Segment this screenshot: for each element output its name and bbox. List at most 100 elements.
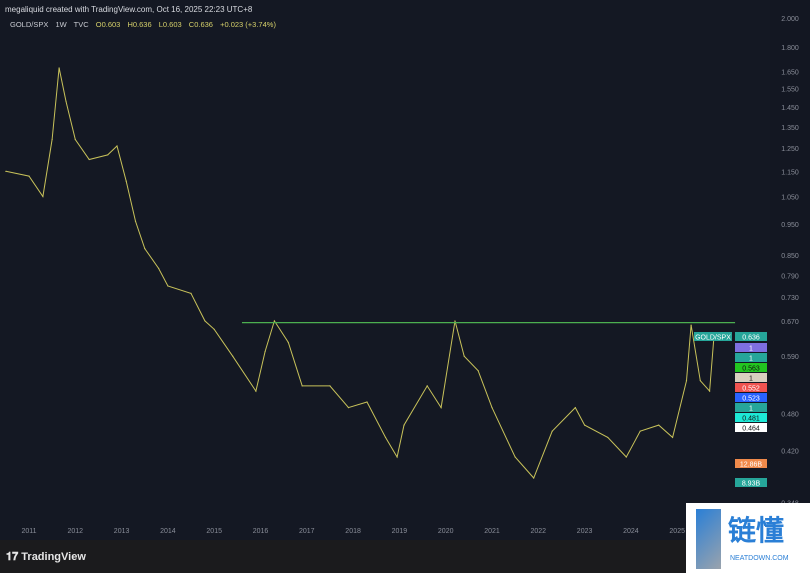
x-tick-label: 2020 [438,528,454,535]
y-tick-label: 2.000 [781,16,799,23]
data-point [329,385,331,387]
footer [0,540,810,573]
data-point [264,350,266,353]
x-tick-label: 2021 [484,528,500,535]
x-tick-label: 2011 [21,528,36,535]
data-point [533,477,535,479]
data-point [584,424,586,426]
y-tick-label: 1.650 [781,69,799,76]
price-badge-label: 0.481 [742,416,760,423]
price-badge-label: 1 [749,346,753,353]
price-badge-label: 0.523 [742,396,760,403]
price-badge-label: 1 [749,356,753,363]
data-point [685,380,688,382]
data-point [273,320,275,322]
data-point [213,328,215,330]
price-badge-bg [735,403,767,412]
data-point [107,154,109,156]
y-tick-label: 0.670 [781,319,799,326]
data-point [625,456,627,458]
price-badge-bg [735,373,767,382]
data-point [514,456,516,458]
chart-credit: megaliquid created with TradingView.com,… [5,5,253,14]
data-point [426,385,428,387]
data-point [28,175,30,177]
price-badge-label: GOLD/SPX [695,335,731,342]
watermark-mark-icon [696,509,721,569]
y-tick-label: 0.590 [781,354,799,361]
price-chart[interactable]: 2011 2012 2013 2014 2015 2016 2017 2018 2019 2020… [0,0,810,540]
price-badge: 0.636 [735,332,767,342]
data-point [255,390,257,392]
x-tick-label: 2017 [299,528,315,535]
data-point [204,320,206,322]
y-tick-label: 1.150 [781,169,799,176]
x-tick-label: 2024 [623,528,639,535]
tradingview-logo[interactable]: 𝟏𝟕 TradingView [6,551,86,563]
data-point [42,195,44,198]
data-point [74,138,76,141]
price-badge: 0.563 [735,363,767,373]
data-point [463,355,465,357]
data-point [607,436,609,439]
data-point [477,370,479,372]
data-point [366,401,368,403]
high-value: H0.636 [127,20,152,29]
x-tick-label: 2015 [206,528,222,535]
data-point [5,170,7,172]
data-point [671,436,674,439]
data-point [403,424,405,426]
watermark-logo: 链懂 NEATDOWN.COM [686,503,810,573]
data-point [658,424,660,426]
data-point [116,145,118,147]
price-badge-bg [735,393,767,402]
y-tick-label: 1.250 [781,146,799,153]
price-badge: 1 [735,343,767,353]
data-point [690,324,692,326]
plot-area [0,0,770,540]
y-tick-label: 0.790 [781,273,799,280]
price-badge-label: 0.563 [742,366,760,373]
x-tick-label: 2019 [392,528,408,535]
watermark-en: NEATDOWN.COM [730,555,789,562]
source: TVC [73,20,89,29]
data-point [440,406,442,409]
price-axis [770,0,810,540]
low-value: L0.603 [158,20,182,29]
data-point [347,406,350,409]
data-point [574,406,576,409]
price-badge-bg [735,332,767,341]
interval[interactable]: 1W [55,20,67,29]
price-badge: 12.86B [735,459,767,469]
symbol[interactable]: GOLD/SPX [10,20,49,29]
tradingview-logo-icon: 𝟏𝟕 [6,551,22,563]
price-badge-label: 12.86B [740,462,763,469]
watermark-cn: 链懂 [728,515,785,546]
data-point [158,267,160,269]
data-point [454,320,456,322]
change-value: +0.023 (+3.74%) [220,20,276,29]
y-tick-label: 1.050 [781,194,799,201]
data-point [65,100,67,103]
price-badge: 0.481 [735,413,767,423]
data-point [144,247,146,250]
symbol-legend: GOLD/SPX 1W TVC O0.603 H0.636 L0.603 C0.… [10,20,281,29]
x-tick-label: 2012 [68,528,84,535]
data-point [301,385,303,387]
data-point [699,380,701,382]
price-badge-bg [735,353,767,362]
price-badge-label: 1 [749,406,753,413]
x-tick-label: 2018 [345,528,361,535]
price-badge-label: 8.93B [742,481,761,488]
price-badge-label: 1 [749,376,753,383]
data-point [639,430,641,432]
data-point [125,180,127,182]
x-tick-label: 2014 [160,528,176,535]
price-badge-label: 0.636 [742,335,760,342]
x-tick-label: 2016 [253,528,269,535]
y-tick-label: 1.350 [781,125,799,132]
price-badge: 1 [735,353,767,363]
data-point [58,67,60,69]
close-value: C0.636 [188,20,213,29]
data-point [287,341,289,344]
